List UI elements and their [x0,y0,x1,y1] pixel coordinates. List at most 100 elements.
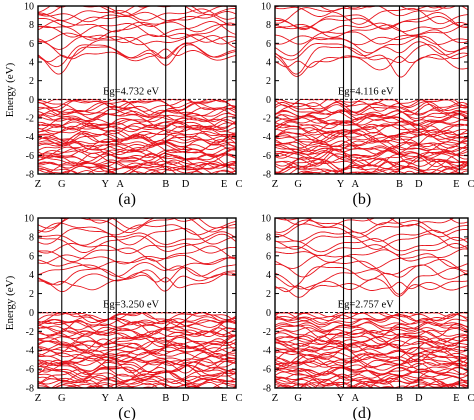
conduction-band [38,222,236,236]
valence-band [275,366,468,376]
conduction-band [38,227,236,246]
valence-band [307,171,466,174]
conduction-band [275,229,468,242]
valence-band [38,327,236,337]
conduction-band [38,272,236,293]
conduction-band [38,20,236,33]
valence-band [38,340,236,350]
valence-band [275,150,468,159]
valence-band [275,345,468,356]
conduction-band [275,219,468,234]
conduction-band [38,8,236,21]
valence-band [38,160,236,170]
conduction-band [275,281,468,293]
valence-band [275,171,463,174]
valence-band [275,379,451,388]
conduction-band [38,243,236,255]
valence-band [38,365,236,381]
valence-band [38,379,236,388]
valence-band [73,173,199,174]
y-tick-label: 10 [24,214,34,225]
valence-band [275,317,468,328]
y-tick-label: -6 [263,365,271,376]
valence-band [38,361,236,376]
y-tick-label: 2 [29,76,34,87]
conduction-band [275,264,468,288]
valence-band [275,349,468,358]
valence-band [38,122,236,133]
conduction-band [87,218,209,224]
y-tick-label: -6 [26,151,34,162]
kpoint-label-B: B [396,393,403,404]
valence-band [38,121,236,130]
valence-band [38,175,236,184]
conduction-band [275,23,468,38]
conduction-band [275,243,468,257]
kpoint-label-D: D [415,393,423,404]
valence-band [275,165,468,174]
conduction-band [38,6,236,14]
conduction-band [38,11,236,23]
y-tick-label: -2 [263,327,271,338]
conduction-band [275,16,468,29]
y-axis-label: Energy (eV) [4,275,16,330]
valence-band [38,312,236,321]
conduction-band [275,35,468,46]
kpoint-label-C: C [467,393,474,404]
conduction-band [38,254,236,265]
conduction-band [38,231,236,246]
conduction-band [275,54,468,71]
y-tick-label: 6 [29,39,34,50]
kpoint-label-G: G [294,393,302,404]
conduction-band [275,267,468,295]
kpoint-label-C: C [467,179,474,190]
conduction-band [275,253,468,270]
kpoint-label-C: C [235,179,242,190]
conduction-band [275,0,468,4]
valence-band [275,373,468,386]
y-tick-label: -8 [263,384,271,395]
kpoint-label-Y: Y [101,179,109,190]
conduction-band [275,35,468,57]
kpoint-label-G: G [58,179,66,190]
valence-band [38,374,236,385]
valence-band [38,352,236,366]
valence-band [275,356,468,366]
valence-band [38,107,236,120]
conduction-band [275,258,468,278]
valence-band [275,123,468,134]
band-lines [38,218,236,399]
valence-band [275,170,462,174]
conduction-band [38,272,236,291]
conduction-band [58,218,152,220]
conduction-band [38,34,236,50]
valence-band [275,370,468,386]
kpoint-label-Y: Y [101,393,109,404]
valence-band [38,391,236,399]
valence-band [299,382,468,388]
valence-band [38,356,236,366]
y-tick-label: -4 [263,132,271,143]
valence-band [38,117,236,130]
y-tick-label: -4 [263,346,271,357]
valence-band [275,133,468,148]
conduction-band [38,0,236,5]
kpoint-label-D: D [415,179,423,190]
kpoint-label-D: D [182,179,190,190]
valence-band [38,378,236,388]
valence-band [38,342,236,355]
y-axis-label: Energy (eV) [4,62,16,117]
conduction-band [38,35,236,59]
conduction-band [275,41,468,61]
valence-band [38,143,236,156]
conduction-band [38,21,236,38]
valence-band [38,335,236,347]
valence-band [38,153,236,164]
band-panel-2: -8 -6 -4 -2 0 2 4 6 8 10 Z G Y A B D E C Eg=4.116 eV (b) [261,0,474,209]
valence-band [275,383,459,388]
valence-band [275,358,468,368]
band-lines [275,0,468,174]
y-tick-label: 10 [261,214,271,225]
y-tick-label: -8 [263,170,271,181]
valence-band [94,384,202,388]
